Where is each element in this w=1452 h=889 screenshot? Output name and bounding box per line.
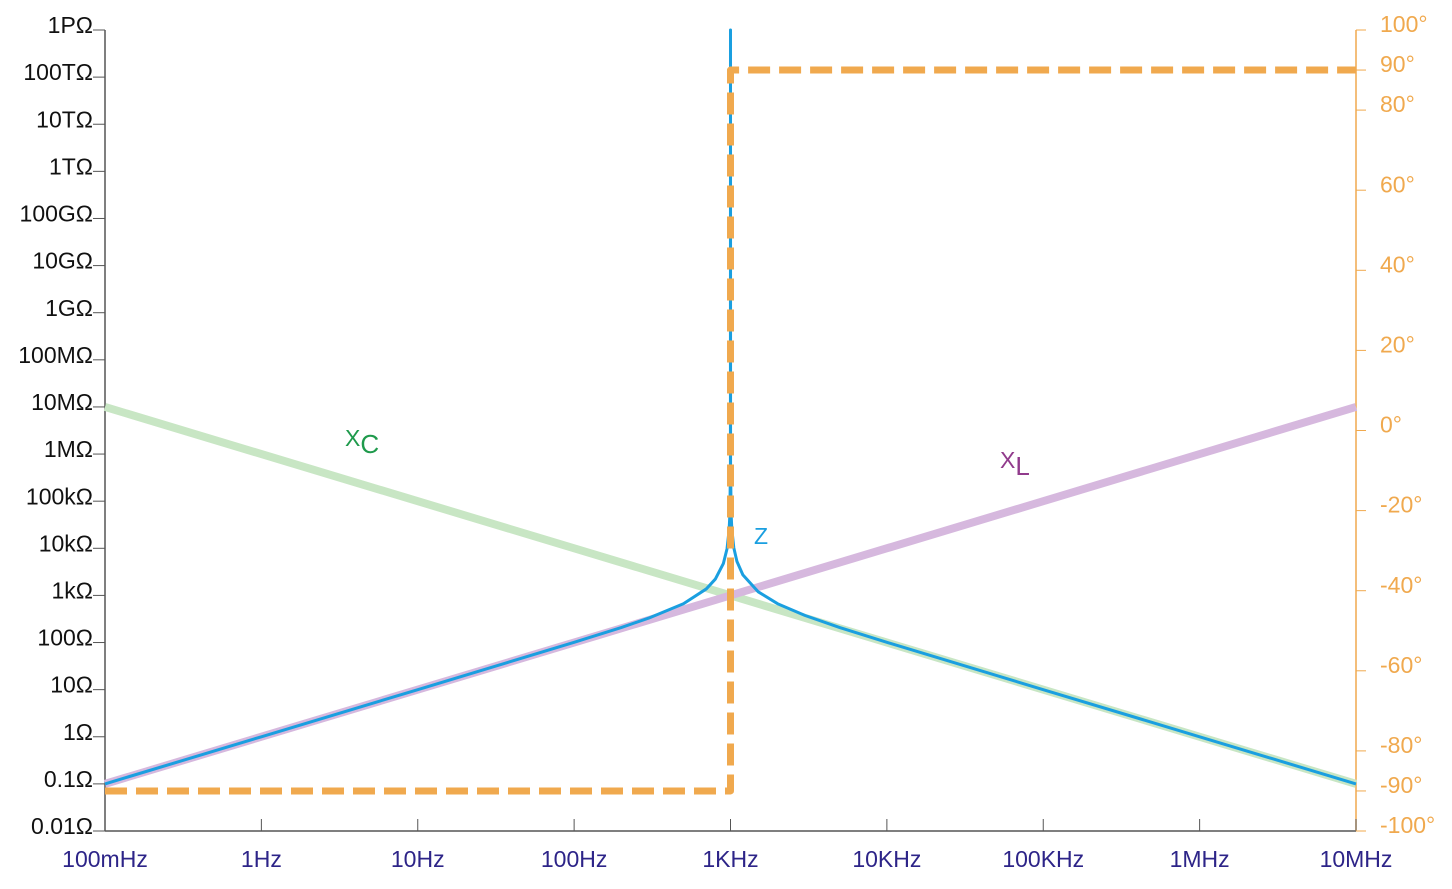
y-tick-label: 1MΩ <box>44 436 93 462</box>
annotation: XC <box>345 425 379 459</box>
y-tick-label: 0.1Ω <box>44 766 93 792</box>
y2-tick-label: 90° <box>1380 51 1415 77</box>
series-line <box>104 28 1357 786</box>
x-tick-label: 100Hz <box>541 846 607 872</box>
y-tick-label: 1GΩ <box>45 295 93 321</box>
y2-tick-label: -60° <box>1380 652 1422 678</box>
y2-tick-label: -40° <box>1380 572 1422 598</box>
annotation: Z <box>754 523 768 549</box>
y-tick-label: 100kΩ <box>26 483 93 509</box>
x-tick-label: 1Hz <box>241 846 282 872</box>
x-tick-label: 1MHz <box>1170 846 1230 872</box>
y-tick-label: 100Ω <box>37 625 93 651</box>
annotation-sub: L <box>1015 451 1029 481</box>
y-tick-label: 10Ω <box>50 672 93 698</box>
series-line <box>105 66 1356 795</box>
y2-tick-label: 0° <box>1380 412 1402 438</box>
x-tick-label: 100KHz <box>1002 846 1084 872</box>
y-tick-label: 10TΩ <box>36 106 93 132</box>
y-tick-label: 10GΩ <box>32 248 93 274</box>
y2-tick-label: -80° <box>1380 732 1422 758</box>
y-tick-label: 1TΩ <box>49 153 93 179</box>
annotation: XL <box>1000 447 1030 481</box>
y-tick-label: 10kΩ <box>39 530 93 556</box>
y2-tick-label: 20° <box>1380 331 1415 357</box>
y-tick-label: 10MΩ <box>31 389 93 415</box>
x-tick-label: 10KHz <box>852 846 921 872</box>
y2-tick-label: -20° <box>1380 492 1422 518</box>
y-tick-label: 100MΩ <box>18 342 93 368</box>
y2-tick-label: 80° <box>1380 91 1415 117</box>
y-tick-label: 1Ω <box>63 719 93 745</box>
y2-tick-label: -90° <box>1380 772 1422 798</box>
x-tick-label: 1KHz <box>702 846 758 872</box>
annotation-text: Z <box>754 523 768 549</box>
x-tick-label: 100mHz <box>62 846 148 872</box>
annotation-sub: C <box>360 429 379 459</box>
annotation-text: X <box>1000 447 1015 473</box>
y-tick-label: 1PΩ <box>48 12 93 38</box>
y2-tick-label: 100° <box>1380 11 1428 37</box>
x-tick-label: 10Hz <box>391 846 445 872</box>
x-tick-label: 10MHz <box>1320 846 1393 872</box>
y2-tick-label: 40° <box>1380 251 1415 277</box>
y2-tick-label: 60° <box>1380 171 1415 197</box>
y-tick-label: 100TΩ <box>23 59 93 85</box>
annotation-text: X <box>345 425 360 451</box>
y2-tick-label: -100° <box>1380 812 1435 838</box>
y-tick-label: 1kΩ <box>52 577 94 603</box>
y-tick-label: 0.01Ω <box>31 813 93 839</box>
y-tick-label: 100GΩ <box>20 201 93 227</box>
